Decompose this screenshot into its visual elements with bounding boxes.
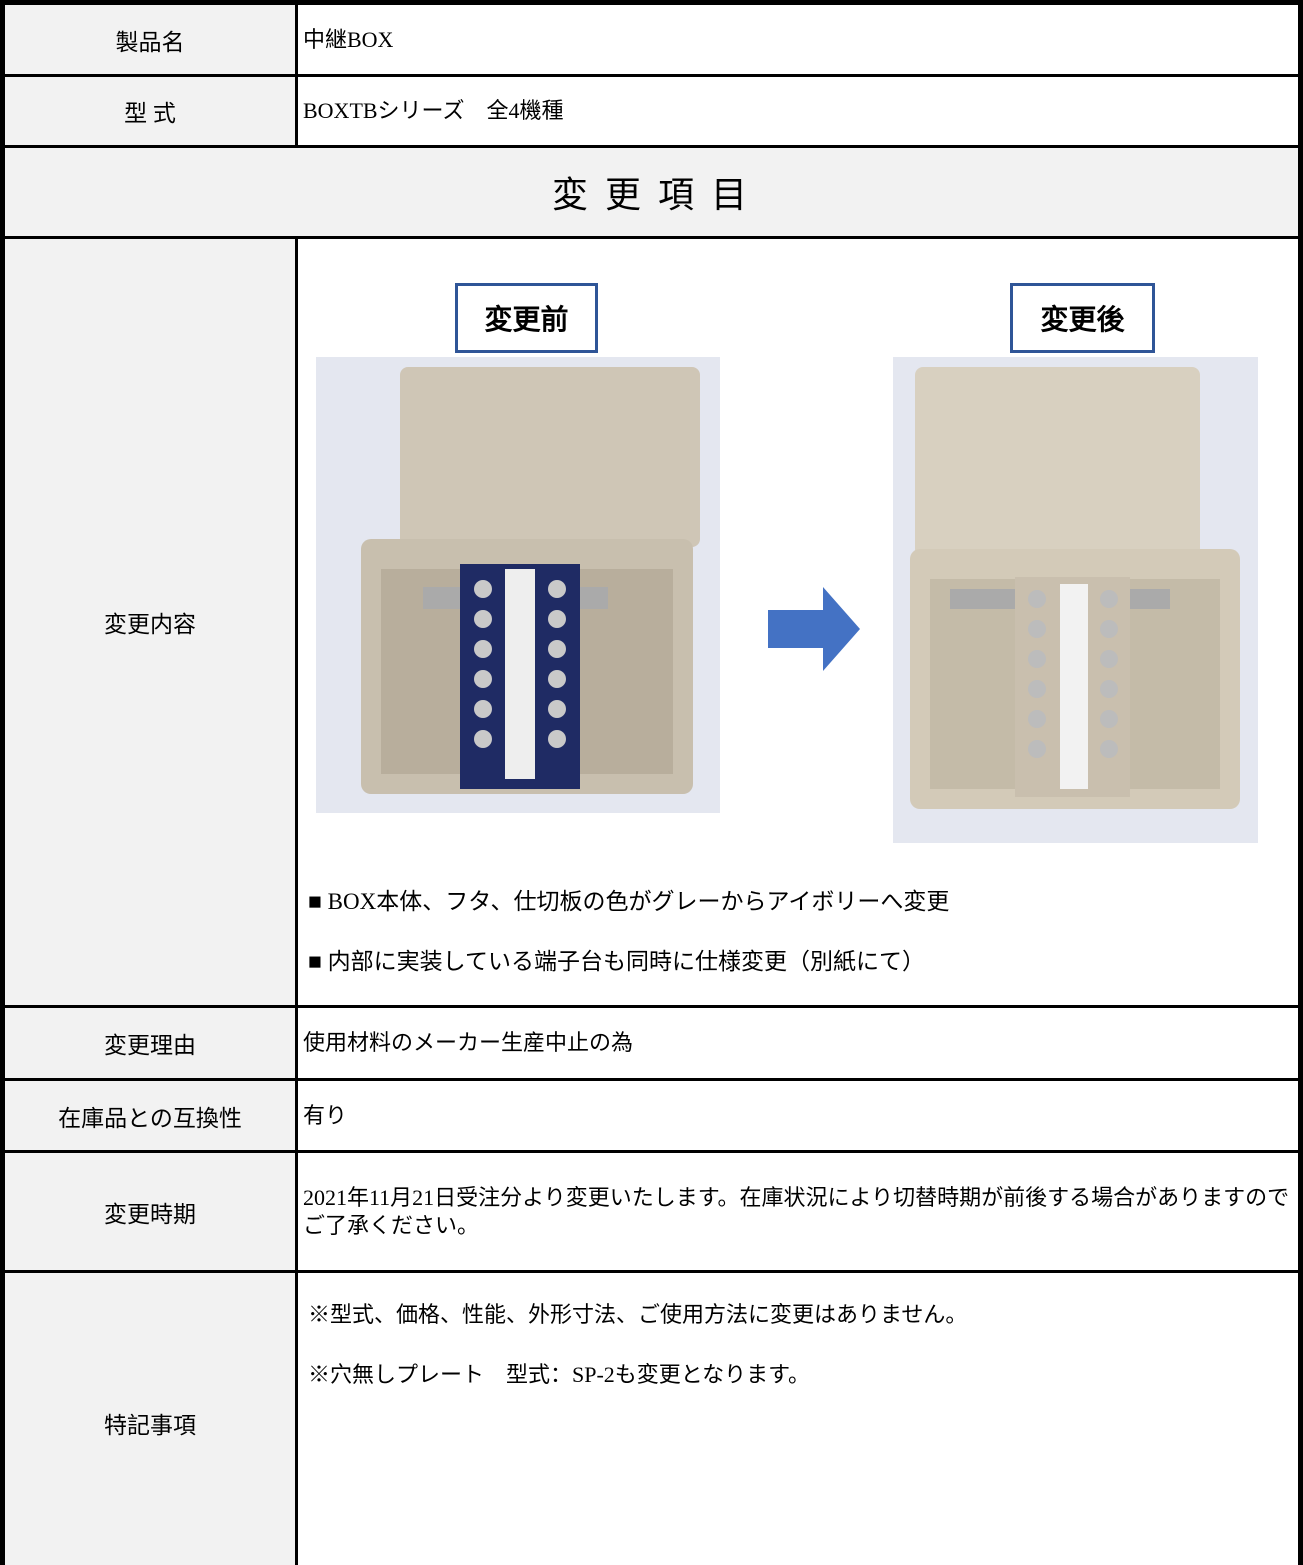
row: 在庫品との互換性 有り bbox=[5, 1081, 1298, 1153]
label: 変更内容 bbox=[5, 239, 298, 1005]
value: 有り bbox=[303, 1081, 1294, 1150]
label: 在庫品との互換性 bbox=[5, 1081, 298, 1150]
photo-after bbox=[893, 357, 1258, 843]
note: ■ BOX本体、フタ、仕切板の色がグレーからアイボリーへ変更 bbox=[308, 889, 950, 914]
value: BOXTBシリーズ 全4機種 bbox=[303, 98, 564, 123]
row: 特記事項 ※型式、価格、性能、外形寸法、ご使用方法に変更はありません。 ※穴無し… bbox=[5, 1273, 1298, 1565]
row: 変更時期 2021年11月21日受注分より変更いたします。在庫状況により切替時期… bbox=[5, 1153, 1298, 1273]
arrow bbox=[768, 587, 860, 671]
line: ※穴無しプレート 型式：SP-2も変更となります。 bbox=[308, 1362, 810, 1387]
line: ※型式、価格、性能、外形寸法、ご使用方法に変更はありません。 bbox=[308, 1302, 968, 1327]
row: 変更内容 変更前 変更後 ■ BOX本体、フタ、仕切板の色がグレーからアイボリー… bbox=[5, 239, 1298, 1008]
value: 2021年11月21日受注分より変更いたします。在庫状況により切替時期が前後する… bbox=[303, 1153, 1294, 1270]
label: 変更理由 bbox=[5, 1008, 298, 1078]
row: 変更理由 使用材料のメーカー生産中止の為 bbox=[5, 1008, 1298, 1081]
line: 有り bbox=[303, 1102, 348, 1128]
label: 特記事項 bbox=[5, 1273, 298, 1565]
photo-before bbox=[316, 357, 720, 813]
photos bbox=[316, 357, 1258, 843]
before-label: 変更前 bbox=[455, 283, 598, 353]
row: 製品名 中継BOX bbox=[5, 5, 1298, 77]
line: 使用材料のメーカー生産中止の為 bbox=[303, 1030, 634, 1055]
line: 2021年11月21日受注分より変更いたします。在庫状況により切替時期が前後する… bbox=[303, 1184, 1290, 1238]
label: 型 式 bbox=[5, 77, 298, 145]
note: ■ 内部に実装している端子台も同時に仕様変更（別紙にて） bbox=[308, 949, 925, 974]
section-title: 変 更 項 目 bbox=[5, 148, 1298, 239]
label: 変更時期 bbox=[5, 1153, 298, 1270]
value: 使用材料のメーカー生産中止の為 bbox=[303, 1008, 1294, 1078]
label: 製品名 bbox=[5, 5, 298, 74]
after-label: 変更後 bbox=[1010, 283, 1155, 353]
value: 中継BOX bbox=[303, 26, 394, 52]
row: 型 式 BOXTBシリーズ 全4機種 bbox=[5, 77, 1298, 148]
